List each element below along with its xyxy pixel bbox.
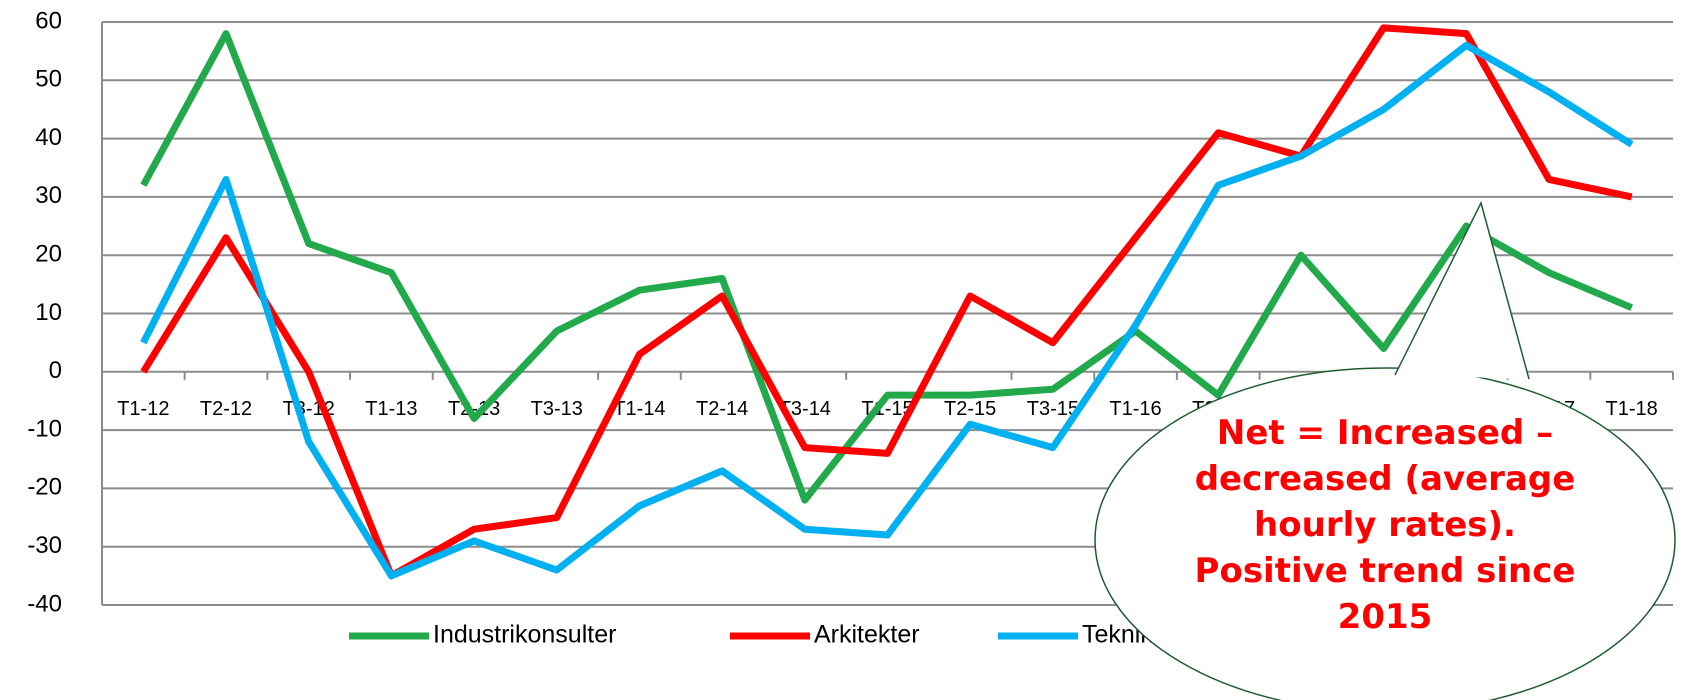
- x-tick-label: T1-18: [1606, 398, 1658, 420]
- series-lines: [140, 24, 1634, 580]
- x-tick-label: T3-14: [779, 398, 831, 420]
- series-line: [140, 30, 1634, 504]
- y-tick-label: 30: [35, 182, 62, 209]
- y-tick-label: -40: [27, 590, 62, 617]
- y-tick-label: 60: [35, 7, 62, 34]
- y-tick-label: 50: [35, 66, 62, 93]
- callout: [1094, 200, 1676, 700]
- y-tick-label: 20: [35, 241, 62, 268]
- y-tick-label: -20: [27, 474, 62, 501]
- x-tick-label: T2-15: [944, 398, 996, 420]
- y-tick-label: 0: [49, 357, 62, 384]
- series-line: [140, 41, 1634, 580]
- x-tick-label: T1-14: [613, 398, 665, 420]
- x-tick-label: T1-16: [1109, 398, 1161, 420]
- annotation: Net = Increased – decreased (average hou…: [1194, 413, 1576, 637]
- x-tick-label: T1-12: [117, 398, 169, 420]
- x-tick-label: T3-13: [531, 398, 583, 420]
- callout-pointer: [1394, 200, 1530, 380]
- legend-label: Arkitekter: [814, 621, 920, 649]
- y-tick-label: -10: [27, 415, 62, 442]
- y-tick-label: -30: [27, 532, 62, 559]
- y-tick-label: 10: [35, 299, 62, 326]
- x-tick-label: T2-12: [200, 398, 252, 420]
- callout-ellipse: [1094, 367, 1676, 700]
- legend: IndustrikonsulterArkitekterTeknikkonsult…: [349, 621, 1254, 649]
- x-tick-label: T3-15: [1027, 398, 1079, 420]
- y-tick-label: 40: [35, 124, 62, 151]
- legend-label: Industrikonsulter: [433, 621, 616, 649]
- x-tick-label: T1-13: [365, 398, 417, 420]
- x-tick-label: T2-14: [696, 398, 748, 420]
